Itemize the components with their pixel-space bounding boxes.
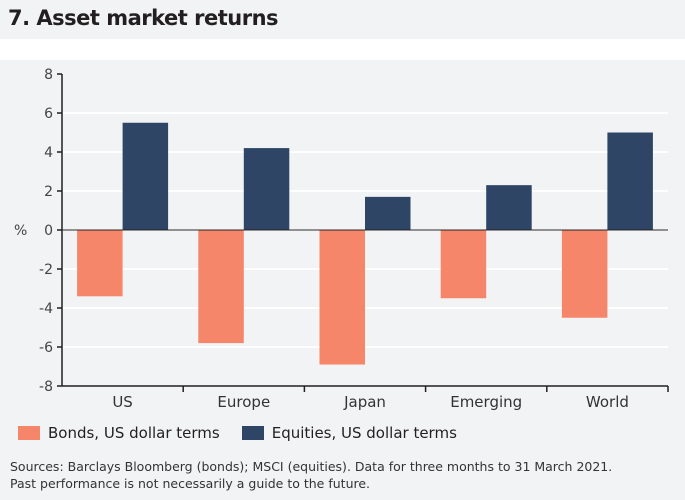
y-axis-label: % — [14, 223, 27, 239]
legend-label-bonds: Bonds, US dollar terms — [48, 424, 220, 442]
bar-bonds-world — [561, 230, 608, 318]
disclaimer-text: Past performance is not necessarily a gu… — [10, 476, 371, 491]
legend-item-bonds: Bonds, US dollar terms — [18, 424, 220, 442]
legend-swatch-bonds — [18, 426, 40, 440]
legend-swatch-equities — [241, 426, 264, 440]
x-tick-label: Emerging — [450, 393, 522, 411]
title-separator — [0, 39, 685, 60]
y-tick-label: 0 — [44, 223, 53, 239]
y-tick-label: 6 — [44, 106, 53, 122]
sources-text: Sources: Barclays Bloomberg (bonds); MSC… — [10, 459, 613, 474]
bar-equities-europe — [243, 148, 290, 230]
y-tick-label: -8 — [39, 379, 53, 395]
x-tick-label: World — [586, 393, 629, 411]
y-tick-label: -6 — [39, 340, 53, 356]
legend-label-equities: Equities, US dollar terms — [271, 424, 457, 442]
bar-equities-world — [607, 132, 653, 230]
legend-item-equities: Equities, US dollar terms — [241, 424, 457, 442]
y-tick-label: 4 — [44, 145, 53, 161]
bar-chart: 8 6 4 2 0 -2 -4 -6 -8% US Europe Japan Emerging World — [14, 67, 669, 411]
x-tick-label: Europe — [217, 393, 270, 411]
y-tick-label: -4 — [39, 301, 53, 317]
bar-equities-emerging — [486, 185, 532, 230]
y-tick-label: -2 — [39, 262, 53, 278]
bar-bonds-europe — [198, 230, 244, 344]
source-note: Sources: Barclays Bloomberg (bonds); MSC… — [10, 458, 612, 492]
legend: Bonds, US dollar terms Equities, US doll… — [18, 424, 457, 442]
bar-bonds-japan — [319, 230, 365, 365]
bar-equities-us — [122, 122, 169, 230]
bar-equities-japan — [365, 196, 411, 230]
bar-bonds-emerging — [440, 230, 487, 299]
chart-title: 7. Asset market returns — [8, 6, 279, 30]
y-tick-label: 8 — [44, 67, 53, 83]
x-tick-label: Japan — [343, 393, 386, 411]
x-tick-label: US — [112, 393, 133, 411]
bar-bonds-us — [77, 230, 123, 297]
y-tick-label: 2 — [44, 184, 53, 200]
